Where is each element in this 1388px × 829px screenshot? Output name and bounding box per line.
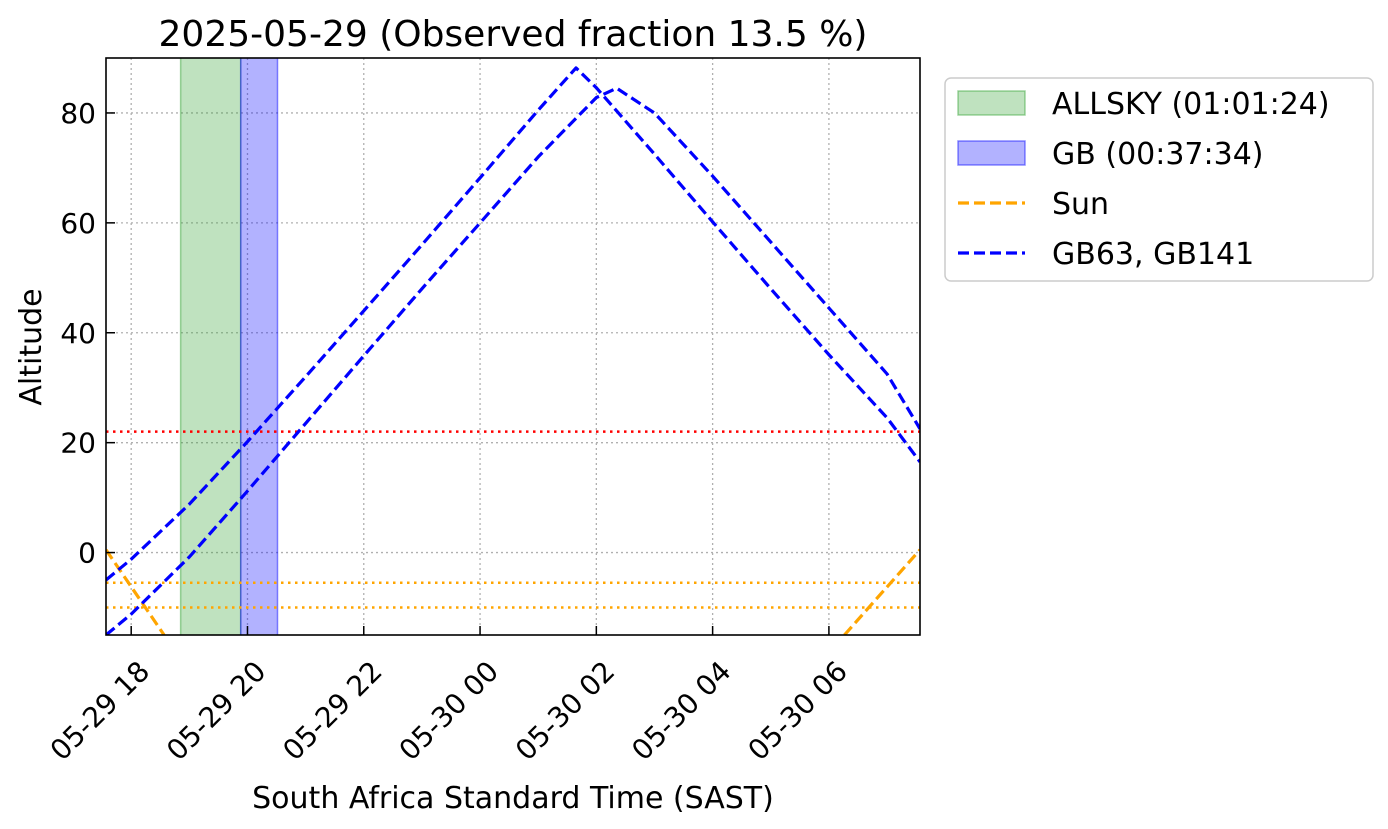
y-tick-label: 80 bbox=[60, 97, 96, 130]
reference-lines bbox=[106, 430, 920, 609]
legend-label: GB63, GB141 bbox=[1052, 237, 1254, 272]
x-tick-label: 05-29 22 bbox=[276, 655, 388, 767]
x-tick-label: 05-29 20 bbox=[160, 655, 272, 767]
grid bbox=[106, 58, 920, 635]
y-tick-label: 20 bbox=[60, 427, 96, 460]
y-axis-ticks: 0 20 40 60 80 bbox=[60, 97, 115, 570]
plot-frame bbox=[105, 57, 921, 636]
x-tick-label: 05-29 18 bbox=[44, 655, 156, 767]
x-tick-label: 05-30 06 bbox=[742, 655, 854, 767]
legend-label: Sun bbox=[1052, 187, 1109, 222]
chart-title: 2025-05-29 (Observed fraction 13.5 %) bbox=[159, 14, 868, 55]
x-tick-label: 05-30 02 bbox=[509, 655, 621, 767]
x-tick-label: 05-30 00 bbox=[393, 655, 505, 767]
legend-label: GB (00:37:34) bbox=[1052, 137, 1264, 172]
y-axis-label: Altitude bbox=[14, 288, 49, 405]
y-tick-label: 60 bbox=[60, 207, 96, 240]
x-axis-ticks: 05-29 18 05-29 20 05-29 22 05-30 00 05-30 02… bbox=[44, 626, 854, 767]
series-lines bbox=[106, 66, 920, 635]
observation-bands bbox=[179, 58, 279, 635]
legend-swatch bbox=[957, 90, 1026, 116]
series-line bbox=[106, 548, 166, 635]
legend-swatch bbox=[957, 140, 1026, 166]
series-line bbox=[106, 86, 920, 635]
y-tick-label: 0 bbox=[78, 537, 96, 570]
legend-box bbox=[944, 77, 1374, 282]
series-line bbox=[106, 66, 920, 582]
legend: ALLSKY (01:01:24) GB (00:37:34) Sun GB63, G… bbox=[944, 77, 1374, 282]
series-line bbox=[843, 548, 920, 635]
x-axis-label: South Africa Standard Time (SAST) bbox=[252, 781, 774, 816]
observation-band bbox=[240, 58, 278, 635]
legend-label: ALLSKY (01:01:24) bbox=[1052, 87, 1330, 122]
y-tick-label: 40 bbox=[60, 317, 96, 350]
observation-band bbox=[180, 58, 241, 635]
x-tick-label: 05-30 04 bbox=[625, 655, 737, 767]
